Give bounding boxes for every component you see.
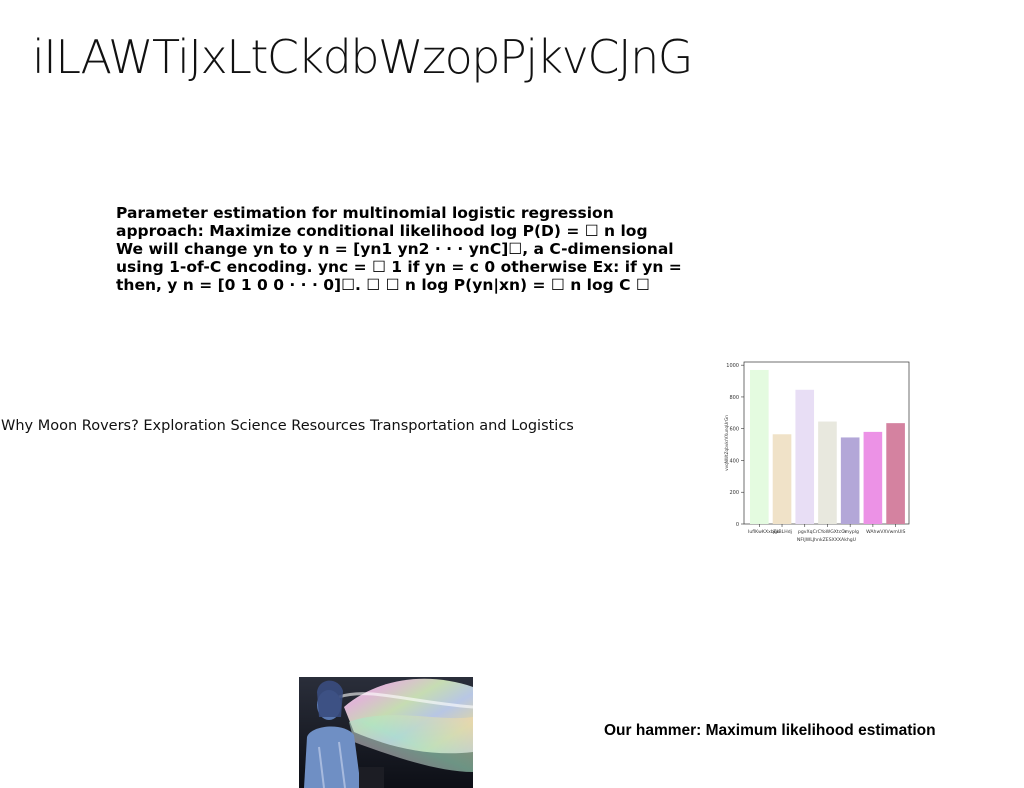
bar: [840, 437, 860, 524]
bar: [818, 421, 837, 524]
x-tick-label: pgvXqCrC: [798, 529, 821, 535]
paragraph-line: using 1-of-C encoding. ync = ☐ 1 if yn =…: [116, 258, 682, 276]
x-tick-label: YoWGXtcOr: [820, 529, 847, 535]
bar: [750, 369, 769, 524]
performer-photo: [299, 677, 473, 788]
bar-chart: 0 200 400 600 800 1000 IuflKwKXxbEo jgIBLHdj pgv…: [720, 355, 920, 549]
bar: [886, 423, 905, 524]
y-tick-label: 600: [729, 427, 739, 433]
bar: [772, 434, 792, 524]
slide-title: iILAWTiJxLtCkdbWzopPjkvCJnG: [32, 30, 693, 84]
paragraph-line: Parameter estimation for multinomial log…: [116, 204, 614, 222]
hammer-heading: Our hammer: Maximum likelihood estimatio…: [604, 722, 936, 739]
x-tick-label: jgIBLHdj: [772, 529, 792, 535]
x-tick-label: WAhwVXVwmUlS: [866, 529, 905, 535]
y-tick-label: 0: [736, 522, 739, 528]
paragraph-line: approach: Maximize conditional likelihoo…: [116, 222, 648, 240]
x-tick-label: IuflKwKXxbEo: [748, 529, 780, 535]
performer-image: [299, 677, 473, 788]
subtitle-text: Why Moon Rovers? Exploration Science Res…: [1, 418, 574, 434]
bar: [863, 431, 883, 524]
y-axis-label: vvqNWtZqbvkrVXunqUrGn: [724, 415, 729, 471]
y-tick-label: 200: [729, 490, 739, 496]
x-tick-label: imyplg: [843, 529, 859, 535]
paragraph-line: then, y n = [0 1 0 0 · · · 0]☐. ☐ ☐ n lo…: [116, 276, 650, 294]
y-tick-label: 400: [729, 458, 739, 464]
paragraph-block: Parameter estimation for multinomial log…: [116, 204, 716, 294]
y-tick-label: 800: [729, 395, 739, 401]
paragraph-line: We will change yn to y n = [yn1 yn2 · · …: [116, 240, 674, 258]
bar: [795, 389, 815, 524]
y-tick-label: 1000: [726, 363, 739, 369]
x-axis-label: NFIJWLJhnkZESXXXAkhgU: [797, 537, 856, 543]
